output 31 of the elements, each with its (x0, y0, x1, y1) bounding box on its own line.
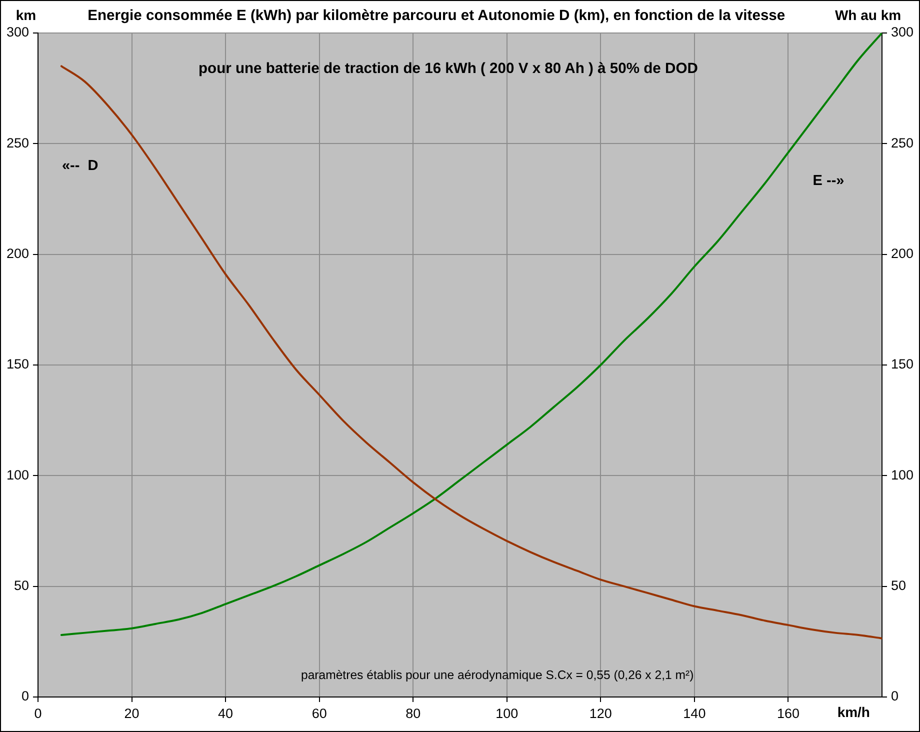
y-tick-label: 250 (6, 135, 29, 150)
y-tick-label: 150 (6, 356, 29, 372)
x-tick-label: 120 (589, 706, 612, 721)
x-axis-title: km/h (837, 704, 870, 720)
y-tick-label: 50 (14, 578, 29, 594)
x-tick-label: 160 (776, 706, 800, 721)
chart-title: Energie consommée E (kWh) par kilomètre parcouru et Autonomie D (km), en fonction de la vitesse (88, 8, 786, 24)
x-tick-label: 60 (312, 706, 327, 721)
y2-tick-label: 0 (891, 688, 899, 704)
y2-tick-label: 250 (891, 135, 914, 150)
y-tick-label: 0 (21, 688, 29, 704)
x-tick-label: 40 (218, 706, 234, 721)
annotation: «-- D (62, 158, 98, 174)
y-tick-label: 100 (6, 467, 29, 482)
x-tick-label: 0 (34, 706, 42, 721)
y2-tick-label: 300 (891, 24, 914, 40)
annotation: E --» (812, 173, 844, 190)
y-tick-label: 300 (6, 24, 29, 40)
y-tick-label: 200 (6, 246, 29, 262)
y-axis-title: km (16, 6, 36, 23)
y2-tick-label: 150 (891, 356, 914, 372)
x-tick-label: 20 (124, 706, 140, 721)
annotation: paramètres établis pour une aérodynamique S.Cx = 0,55 (0,26 x 2,1 m²) (300, 668, 694, 682)
text: pour une batterie de traction de 16 kWh ( 200 V x 80 Ah ) à 50% de DOD (198, 60, 698, 77)
x-tick-label: 80 (406, 706, 421, 721)
y2-tick-label: 50 (891, 578, 906, 594)
x-tick-label: 140 (683, 706, 706, 721)
y2-axis-title: Wh au km (834, 6, 902, 23)
y2-tick-label: 200 (891, 246, 914, 262)
x-tick-label: 100 (496, 706, 518, 721)
y2-tick-label: 100 (891, 467, 914, 482)
